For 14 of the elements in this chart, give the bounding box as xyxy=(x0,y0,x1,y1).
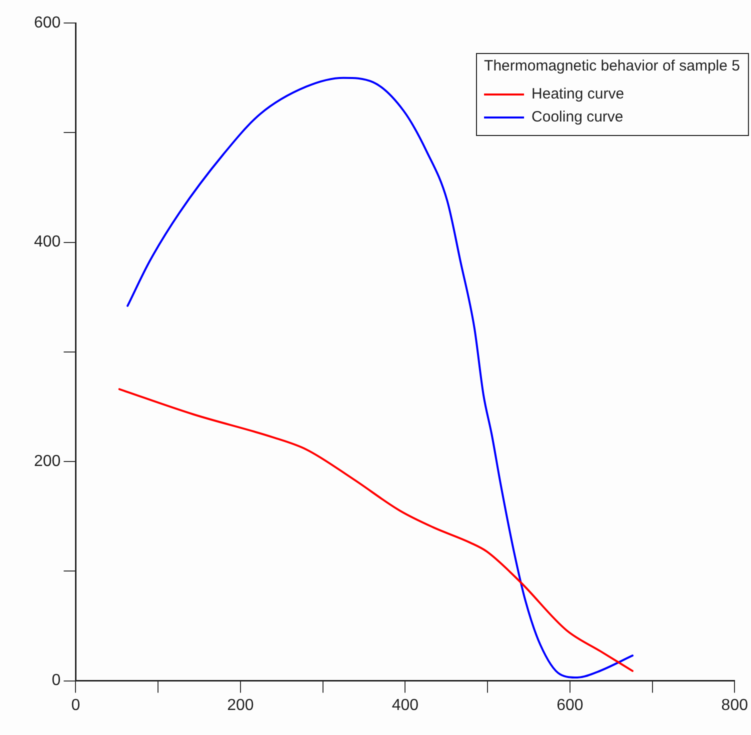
y-tick-label: 600 xyxy=(34,14,61,32)
line-series xyxy=(126,76,634,679)
legend-title: Thermomagnetic behavior of sample 5 xyxy=(484,58,740,75)
legend-label: Heating curve xyxy=(532,86,624,103)
legend-label: Cooling curve xyxy=(532,108,624,126)
x-tick-label: 0 xyxy=(71,696,80,714)
y-tick-label: 200 xyxy=(34,452,61,470)
y-tick-label: 400 xyxy=(34,234,61,251)
x-tick-label: 800 xyxy=(721,696,748,714)
y-tick-label: 0 xyxy=(52,672,61,690)
x-tick-label: 400 xyxy=(392,696,419,714)
line-series xyxy=(118,388,634,672)
x-tick-label: 600 xyxy=(556,696,584,714)
x-tick-label: 200 xyxy=(227,696,254,714)
